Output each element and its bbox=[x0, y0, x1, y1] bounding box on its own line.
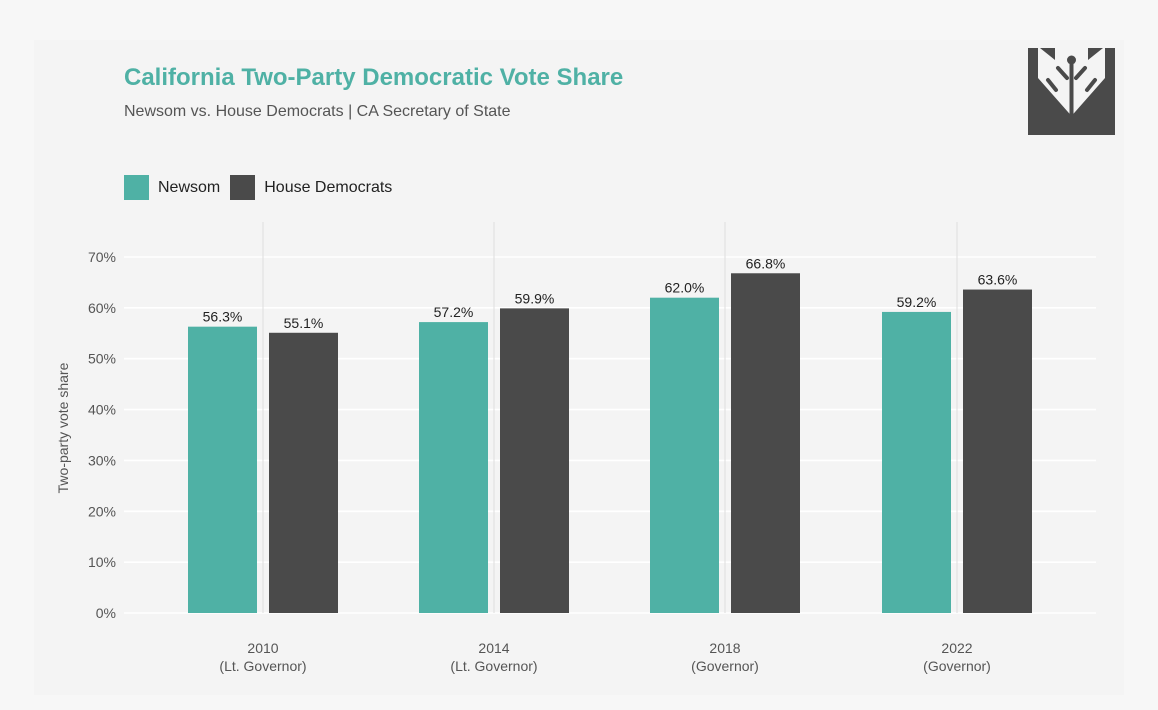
legend-item-house-democrats: House Democrats bbox=[230, 175, 392, 200]
x-tick-sublabel: (Lt. Governor) bbox=[219, 658, 306, 674]
legend-item-newsom: Newsom bbox=[124, 175, 220, 200]
bar-house-democrats bbox=[500, 308, 569, 613]
y-tick-label: 70% bbox=[88, 249, 116, 265]
x-tick-sublabel: (Lt. Governor) bbox=[450, 658, 537, 674]
tree-circuit-icon bbox=[1028, 48, 1115, 135]
data-label: 63.6% bbox=[978, 272, 1018, 288]
bar-newsom bbox=[188, 326, 257, 613]
x-tick-label: 2018 bbox=[709, 640, 740, 656]
legend-swatch-house-democrats bbox=[230, 175, 256, 200]
chart-legend: Newsom House Democrats bbox=[124, 175, 402, 200]
bar-newsom bbox=[650, 297, 719, 613]
data-label: 56.3% bbox=[203, 309, 243, 325]
legend-label-house-democrats: House Democrats bbox=[264, 178, 393, 196]
y-tick-label: 50% bbox=[88, 351, 116, 367]
legend-swatch-newsom bbox=[124, 175, 149, 200]
bar-house-democrats bbox=[731, 273, 800, 613]
x-tick-sublabel: (Governor) bbox=[923, 658, 991, 674]
legend-label-newsom: Newsom bbox=[158, 178, 221, 196]
data-label: 59.2% bbox=[897, 294, 937, 310]
y-tick-label: 10% bbox=[88, 554, 116, 570]
y-tick-label: 40% bbox=[88, 402, 116, 418]
y-tick-label: 0% bbox=[96, 605, 116, 621]
y-tick-label: 60% bbox=[88, 300, 116, 316]
bar-newsom bbox=[419, 322, 488, 613]
bar-newsom bbox=[882, 311, 951, 613]
chart-title: California Two-Party Democratic Vote Sha… bbox=[124, 64, 624, 91]
data-label: 62.0% bbox=[665, 280, 705, 296]
x-tick-label: 2010 bbox=[247, 640, 278, 656]
x-tick-label: 2022 bbox=[941, 640, 972, 656]
x-tick-sublabel: (Governor) bbox=[691, 658, 759, 674]
y-tick-label: 20% bbox=[88, 503, 116, 519]
bar-house-democrats bbox=[963, 289, 1032, 613]
data-label: 55.1% bbox=[284, 315, 324, 331]
y-tick-label: 30% bbox=[88, 452, 116, 468]
data-label: 57.2% bbox=[434, 304, 474, 320]
y-axis-label: Two-party vote share bbox=[55, 362, 71, 493]
chart-subtitle: Newsom vs. House Democrats | CA Secretar… bbox=[124, 103, 511, 120]
data-label: 59.9% bbox=[515, 290, 555, 306]
x-tick-label: 2014 bbox=[478, 640, 509, 656]
bar-house-democrats bbox=[269, 332, 338, 613]
data-label: 66.8% bbox=[746, 255, 786, 271]
